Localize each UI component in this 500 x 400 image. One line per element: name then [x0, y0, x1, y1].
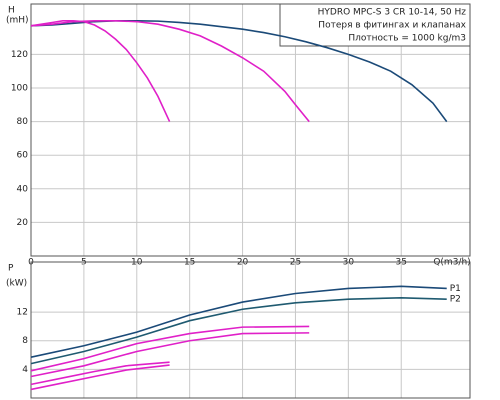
plot-frame [30, 261, 471, 399]
curve [30, 20, 310, 123]
legend-text: HYDRO MPC-S 3 CR 10-14, 50 Hz [318, 8, 467, 18]
curve [30, 285, 447, 358]
plot-frame [30, 3, 471, 257]
y-tick-label: 12 [17, 308, 28, 318]
y-tick-label: 20 [17, 218, 29, 228]
y-tick-label: 8 [22, 336, 28, 346]
y-tick-label: 4 [22, 365, 28, 375]
y-axis-label: H [8, 6, 15, 16]
y-tick-label: 100 [11, 84, 28, 94]
curve [30, 332, 310, 378]
legend-text: Потеря в фитингах и клапанах [318, 21, 466, 31]
curve [30, 20, 171, 122]
legend-box [279, 3, 471, 47]
y-tick-label: 80 [17, 117, 29, 127]
y-axis-label: P [8, 264, 14, 274]
curve [30, 325, 310, 372]
series-label: P2 [450, 295, 461, 305]
curve [30, 364, 170, 391]
series-label: P1 [450, 284, 461, 294]
curve [30, 296, 447, 365]
y-tick-label: 120 [11, 50, 28, 60]
y-tick-label: 60 [17, 151, 29, 161]
curve [30, 361, 170, 386]
legend-text: Плотность = 1000 kg/m3 [348, 34, 466, 44]
y-tick-label: 40 [17, 184, 29, 194]
y-axis-unit: (mH) [6, 16, 29, 26]
y-axis-unit: (kW) [6, 279, 27, 289]
